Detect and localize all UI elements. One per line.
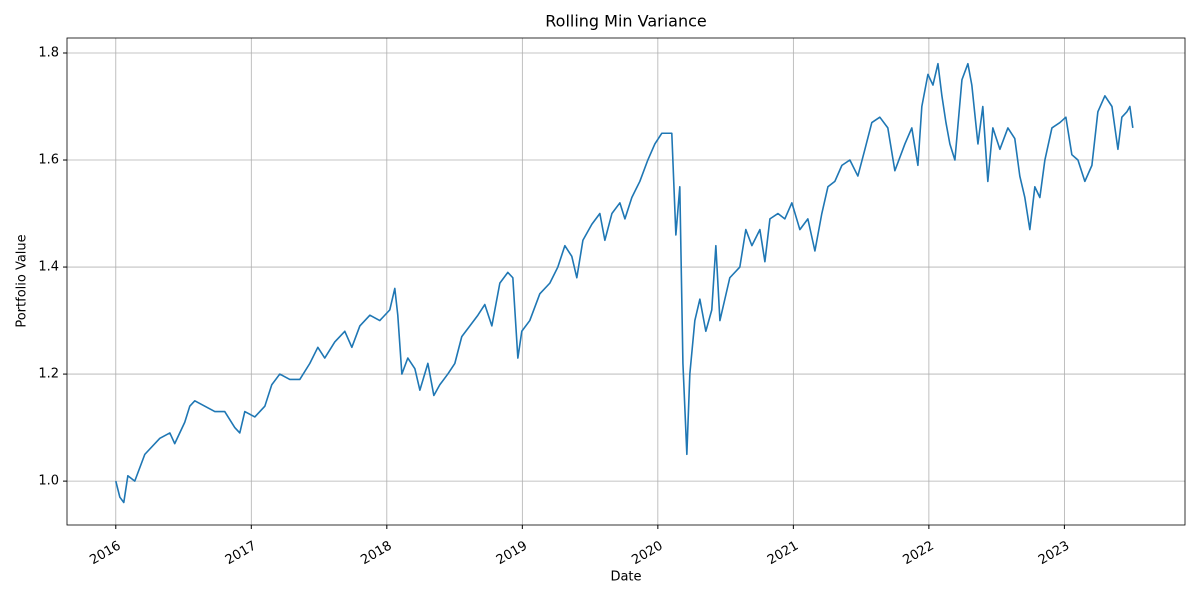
y-tick-label: 1.2 [38, 367, 59, 382]
plot-frame [66, 37, 1186, 526]
y-tick-label: 1.6 [38, 153, 59, 168]
y-axis-label: Portfolio Value [15, 234, 30, 327]
x-tick-label: 2018 [358, 539, 394, 569]
x-tick-label: 2017 [223, 539, 259, 569]
data-line [115, 62, 1134, 504]
x-axis-label: Date [610, 570, 641, 585]
y-tick-label: 1.4 [38, 260, 59, 275]
y-tick-label: 1.8 [38, 45, 59, 60]
x-tick-label: 2016 [87, 539, 123, 569]
x-tick-label: 2019 [494, 539, 530, 569]
y-tick-label: 1.0 [38, 474, 59, 489]
chart-title: Rolling Min Variance [545, 12, 707, 31]
x-tick-label: 2020 [629, 539, 665, 569]
x-tick-label: 2021 [765, 539, 801, 569]
x-tick-label: 2023 [1036, 539, 1072, 569]
x-tick-label: 2022 [900, 539, 936, 569]
